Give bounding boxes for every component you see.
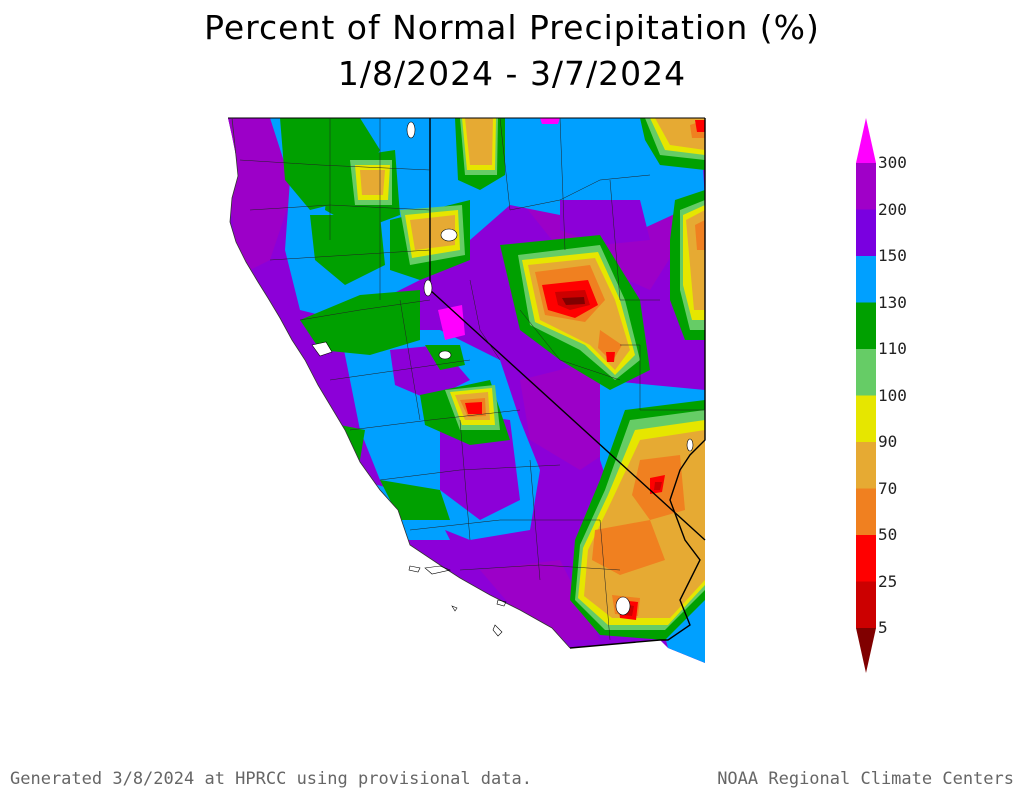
- legend-color-box: [856, 349, 876, 396]
- map-title: Percent of Normal Precipitation (%): [204, 8, 820, 47]
- lakes: [311, 121, 694, 616]
- legend-tick-label: 130: [878, 292, 907, 312]
- legend-tick-label: 5: [878, 618, 888, 637]
- legend-color-box: [856, 256, 876, 303]
- legend-arrow-top: [856, 118, 876, 163]
- legend-color-box: [856, 442, 876, 489]
- legend-colors: [856, 118, 876, 673]
- legend-color-box: [856, 581, 876, 629]
- legend-tick-label: 300: [878, 153, 907, 172]
- legend-color-box: [856, 163, 876, 210]
- legend-tick-label: 100: [878, 385, 907, 405]
- legend-color-box: [856, 395, 876, 443]
- legend-tick-label: 70: [878, 478, 898, 498]
- legend-tick-label: 200: [878, 199, 907, 219]
- legend-arrow-bottom: [856, 628, 876, 673]
- legend-color-box: [856, 209, 876, 257]
- credit-line: NOAA Regional Climate Centers: [717, 769, 1014, 789]
- map-date-range: 1/8/2024 - 3/7/2024: [337, 54, 687, 93]
- boundaries: [228, 117, 706, 649]
- legend-tick-label: 110: [878, 339, 907, 358]
- legend-tick-label: 90: [878, 432, 898, 451]
- legend-tick-label: 50: [878, 525, 898, 544]
- legend-color-box: [856, 302, 876, 350]
- legend-tick-label: 150: [878, 246, 907, 265]
- legend-tick-label: 25: [878, 571, 898, 591]
- legend-color-box: [856, 535, 876, 582]
- legend-color-box: [856, 488, 876, 536]
- precipitation-contours: [228, 118, 705, 663]
- generated-note: Generated 3/8/2024 at HPRCC using provis…: [10, 769, 532, 789]
